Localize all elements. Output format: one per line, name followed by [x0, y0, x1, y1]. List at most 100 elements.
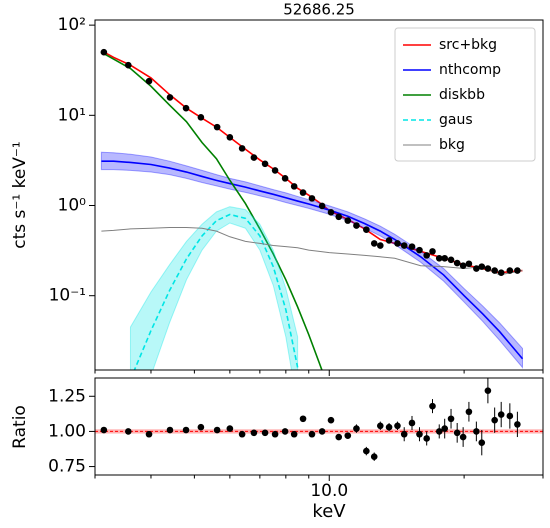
- data-point: [335, 433, 343, 441]
- data-point: [327, 209, 335, 216]
- data-point: [423, 252, 430, 259]
- data-point: [484, 387, 492, 394]
- data-point: [478, 439, 486, 446]
- plot-area: [100, 48, 524, 370]
- data-point: [416, 430, 423, 438]
- data-point: [484, 265, 492, 272]
- y-tick-label: 10⁻¹: [49, 286, 86, 306]
- y-tick-label: 10²: [58, 15, 86, 35]
- y-tick-label: 1.25: [48, 386, 86, 406]
- data-point: [394, 240, 401, 247]
- data-point: [226, 425, 234, 432]
- data-point: [290, 183, 298, 190]
- data-point: [344, 432, 352, 439]
- data-point: [299, 189, 307, 196]
- data-point: [473, 428, 480, 435]
- y-tick-label: 0.75: [48, 457, 86, 477]
- data-point: [376, 422, 384, 430]
- data-point: [491, 416, 498, 424]
- data-point: [182, 104, 190, 112]
- data-point: [290, 430, 298, 438]
- data-point: [400, 430, 408, 438]
- data-point: [497, 269, 505, 276]
- data-point: [145, 430, 153, 438]
- data-point: [465, 260, 473, 268]
- data-point: [400, 242, 408, 249]
- data-point: [353, 425, 360, 432]
- data-point: [166, 94, 174, 101]
- y-tick-label: 1.00: [48, 421, 86, 441]
- data-point: [344, 217, 352, 224]
- data-point: [408, 419, 416, 427]
- data-point: [308, 430, 316, 438]
- y-tick-label: 10⁰: [58, 196, 87, 216]
- chart-title: 52686.25: [283, 1, 355, 19]
- x-tick-label: 10.0: [310, 481, 348, 501]
- y-axis-label: cts s⁻¹ keV⁻¹: [10, 141, 30, 248]
- data-point: [335, 213, 343, 221]
- model-line: [101, 160, 524, 360]
- axes-frame: [94, 377, 544, 476]
- data-point: [250, 429, 258, 437]
- data-point: [145, 77, 153, 85]
- data-point: [281, 175, 289, 182]
- error-band: [100, 151, 524, 369]
- data-point: [429, 402, 436, 410]
- data-point: [353, 222, 360, 229]
- data-point: [182, 426, 190, 434]
- data-point: [271, 430, 279, 438]
- legend-label: gaus: [439, 112, 473, 128]
- y-tick-label: 10¹: [58, 105, 86, 125]
- data-point: [363, 447, 370, 455]
- data-point: [385, 423, 393, 431]
- data-point: [459, 262, 467, 270]
- data-point: [299, 415, 307, 423]
- legend-label: nthcomp: [439, 62, 501, 78]
- data-point: [124, 428, 132, 435]
- data-point: [250, 154, 258, 161]
- data-point: [318, 202, 326, 210]
- data-point: [423, 435, 430, 442]
- data-point: [491, 267, 498, 274]
- model-line: [101, 50, 523, 274]
- data-point: [514, 421, 521, 428]
- legend-label: src+bkg: [439, 37, 497, 53]
- model-line: [133, 213, 299, 370]
- data-point: [473, 265, 480, 272]
- data-point: [124, 61, 132, 69]
- data-point: [465, 408, 473, 416]
- data-point: [478, 263, 486, 270]
- data-point: [261, 429, 269, 437]
- legend-box: [394, 27, 536, 162]
- data-point: [376, 242, 384, 249]
- data-point: [308, 195, 316, 202]
- data-point: [514, 267, 521, 274]
- data-point: [318, 428, 326, 435]
- data-point: [370, 240, 378, 247]
- data-point: [100, 426, 108, 434]
- data-point: [429, 248, 436, 255]
- data-point: [166, 426, 174, 434]
- data-point: [435, 428, 443, 435]
- data-point: [453, 429, 461, 437]
- data-point: [497, 411, 505, 418]
- data-point: [435, 254, 443, 262]
- data-point: [238, 145, 246, 152]
- data-point: [408, 243, 416, 250]
- data-point: [506, 267, 514, 274]
- y-axis-label: Ratio: [10, 405, 30, 449]
- data-point: [197, 114, 205, 121]
- data-point: [453, 259, 461, 267]
- data-point: [261, 160, 269, 168]
- legend-label: bkg: [439, 137, 465, 153]
- data-point: [459, 433, 467, 441]
- data-point: [370, 453, 378, 461]
- data-point: [363, 226, 370, 233]
- data-point: [271, 167, 279, 174]
- data-point: [416, 246, 423, 254]
- data-point: [506, 412, 514, 420]
- data-point: [197, 423, 205, 431]
- plot-area: [95, 378, 543, 461]
- data-point: [238, 430, 246, 438]
